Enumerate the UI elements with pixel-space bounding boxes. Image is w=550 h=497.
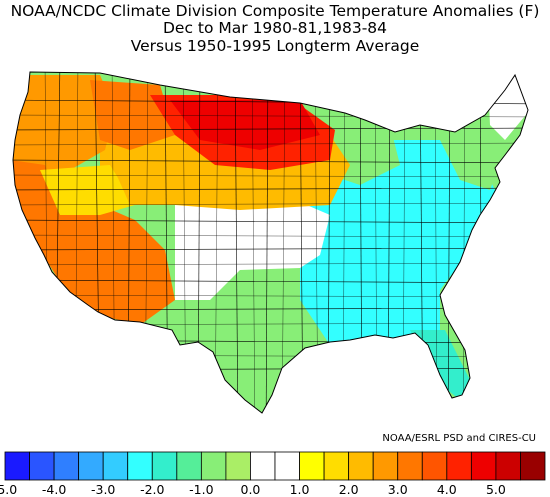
legend-tick-label: -3.0 — [91, 482, 115, 497]
title-line-3: Versus 1950-1995 Longterm Average — [130, 37, 420, 55]
region-great-basin — [40, 165, 135, 215]
division-grid-fine — [13, 72, 528, 413]
legend-swatch — [299, 451, 325, 481]
legend-boxes — [4, 451, 546, 481]
region-florida — [410, 330, 470, 400]
legend-swatch — [53, 451, 80, 481]
legend-swatch — [225, 451, 251, 481]
source-credit: NOAA/ESRL PSD and CIRES-CU — [382, 433, 536, 444]
legend-swatch — [29, 451, 55, 481]
legend-swatch — [127, 451, 153, 481]
legend-tick-label: -4.0 — [42, 482, 66, 497]
region-southwest — [55, 205, 175, 325]
region-california — [13, 160, 95, 310]
us-climate-division-map — [12, 71, 529, 414]
region-central-rockies — [110, 150, 200, 205]
legend-tick-label: 1.0 — [290, 482, 310, 497]
legend-swatch — [520, 451, 546, 481]
legend-swatch — [274, 451, 300, 481]
legend-swatch — [372, 451, 399, 481]
legend-swatch — [176, 451, 202, 481]
legend-tick-label: 3.0 — [388, 482, 408, 497]
legend-tick-labels: -5.0 -4.0 -3.0 -2.0 -1.0 0.0 1.0 2.0 3.0 4.0 5.0 — [0, 482, 506, 497]
us-outline — [12, 71, 529, 414]
legend-tick-label: -1.0 — [189, 482, 213, 497]
title-line-1: NOAA/NCDC Climate Division Composite Tem… — [10, 2, 540, 20]
color-scale-legend: -5.0 -4.0 -3.0 -2.0 -1.0 0.0 1.0 2.0 3.0 4.0 5.0 — [0, 451, 546, 497]
legend-swatch — [446, 451, 472, 481]
legend-tick-label: 0.0 — [241, 482, 261, 497]
legend-swatch — [495, 451, 521, 481]
legend-swatch — [323, 451, 350, 481]
legend-tick-label: -5.0 — [0, 482, 17, 497]
legend-swatch — [4, 451, 30, 481]
legend-swatch — [250, 451, 276, 481]
legend-swatch — [397, 451, 423, 481]
legend-swatch — [348, 451, 374, 481]
legend-tick-label: -2.0 — [140, 482, 164, 497]
region-central-plains — [175, 200, 330, 300]
legend-swatch — [151, 451, 178, 481]
legend-swatch — [200, 451, 227, 481]
legend-tick-label: 2.0 — [339, 482, 359, 497]
legend-swatch — [78, 451, 104, 481]
legend-tick-label: 5.0 — [486, 482, 506, 497]
legend-swatch — [102, 451, 129, 481]
legend-swatch — [470, 451, 497, 481]
title-line-2: Dec to Mar 1980-81,1983-84 — [162, 19, 388, 37]
region-texas — [180, 270, 300, 413]
legend-swatch — [421, 451, 448, 481]
region-northern-plains-core — [170, 100, 320, 150]
legend-tick-label: 4.0 — [437, 482, 457, 497]
